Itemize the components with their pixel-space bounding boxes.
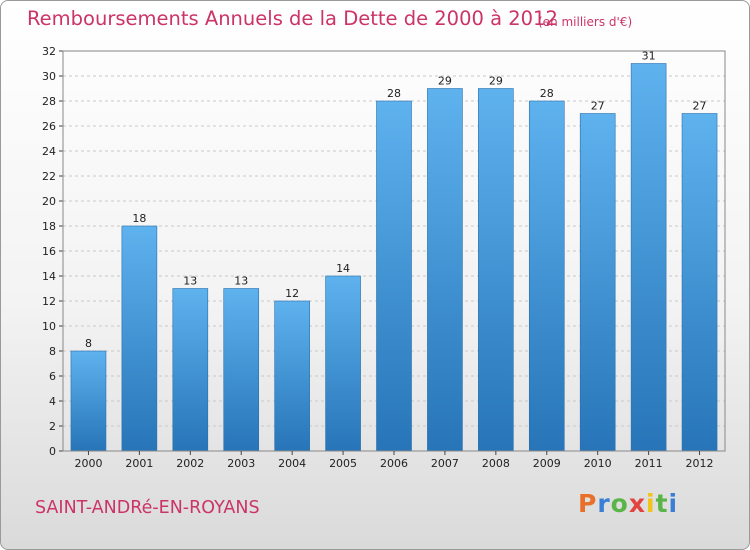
x-tick-label: 2006: [380, 457, 408, 470]
data-label: 27: [693, 100, 707, 113]
x-tick-label: 2008: [482, 457, 510, 470]
y-tick-label: 16: [42, 245, 56, 258]
bar: [274, 300, 310, 452]
y-tick-label: 28: [42, 95, 56, 108]
bar: [579, 113, 616, 452]
y-tick-label: 6: [49, 370, 56, 383]
y-tick-label: 12: [42, 295, 56, 308]
x-tick-label: 2012: [686, 457, 714, 470]
bar: [223, 288, 260, 452]
chart-title: Remboursements Annuels de la Dette de 20…: [27, 7, 558, 30]
y-tick-label: 24: [42, 145, 56, 158]
bar-layer: 8 18 13 13 12 14 28 29 29 28 27 31 27: [70, 50, 718, 452]
y-tick-label: 18: [42, 220, 56, 233]
y-tick-label: 8: [49, 345, 56, 358]
x-tick-label: 2007: [431, 457, 459, 470]
logo-letter: i: [646, 489, 656, 518]
commune-name: SAINT-ANDRé-EN-ROYANS: [35, 498, 260, 518]
x-tick-label: 2002: [176, 457, 204, 470]
y-tick-label: 14: [42, 270, 56, 283]
bar: [630, 63, 667, 452]
data-label: 12: [285, 287, 299, 300]
logo-letter: P: [578, 489, 598, 518]
bar: [478, 88, 514, 452]
y-tick-label: 2: [49, 420, 56, 433]
data-label: 13: [183, 275, 197, 288]
y-tick-label: 30: [42, 70, 56, 83]
data-label: 28: [387, 87, 401, 100]
data-label: 18: [132, 212, 146, 225]
unit-note: (en milliers d'€): [538, 15, 633, 29]
x-tick-label: 2000: [74, 457, 102, 470]
logo-letter: o: [610, 489, 629, 518]
bar: [70, 350, 107, 452]
bar: [528, 100, 565, 452]
logo-letter: r: [597, 489, 611, 518]
x-tick-label: 2010: [584, 457, 612, 470]
x-tick-label: 2011: [635, 457, 663, 470]
y-tick-label: 26: [42, 120, 56, 133]
bar: [121, 225, 158, 452]
data-label: 27: [591, 100, 605, 113]
bar: [427, 88, 463, 452]
bar: [325, 275, 361, 452]
bar: [681, 113, 718, 452]
y-tick-label: 4: [49, 395, 56, 408]
data-label: 8: [85, 337, 92, 350]
logo-letter: t: [655, 489, 669, 518]
y-tick-label: 10: [42, 320, 56, 333]
x-tick-label: 2004: [278, 457, 306, 470]
proxiti-logo: Proxiti: [578, 489, 678, 518]
x-tick-label: 2009: [533, 457, 561, 470]
data-label: 31: [642, 50, 656, 63]
data-label: 14: [336, 262, 350, 275]
y-tick-label: 0: [49, 445, 56, 458]
y-tick-label: 32: [42, 45, 56, 58]
data-label: 29: [438, 75, 452, 88]
x-tick-label: 2003: [227, 457, 255, 470]
data-label: 29: [489, 75, 503, 88]
x-tick-label: 2001: [125, 457, 153, 470]
data-label: 28: [540, 87, 554, 100]
data-label: 13: [234, 275, 248, 288]
x-tick-label: 2005: [329, 457, 357, 470]
logo-letter: i: [668, 489, 679, 518]
y-tick-label: 22: [42, 170, 56, 183]
y-tick-label: 20: [42, 195, 56, 208]
bar: [376, 100, 412, 452]
logo-letter: x: [628, 489, 646, 518]
bar: [172, 288, 209, 452]
